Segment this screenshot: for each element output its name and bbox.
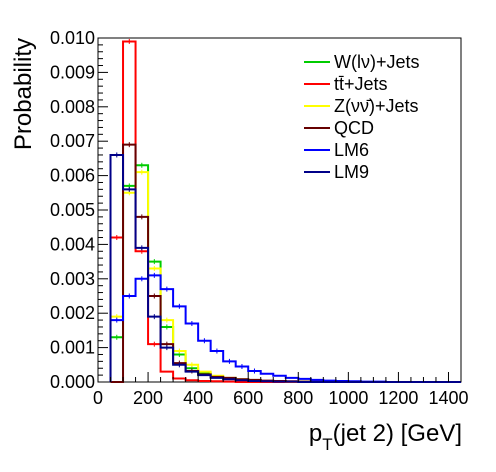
legend-label: tt̄+Jets <box>334 74 388 94</box>
x-tick-label: 200 <box>133 388 163 408</box>
y-axis-label: Probability <box>10 38 37 150</box>
y-tick-label: 0.009 <box>50 62 95 82</box>
x-tick-label: 1200 <box>378 388 418 408</box>
x-tick-label: 0 <box>93 388 103 408</box>
histogram-line-4 <box>109 274 461 383</box>
y-tick-label: 0.003 <box>50 269 95 289</box>
y-tick-label: 0.000 <box>50 372 95 392</box>
histogram-line-5 <box>109 153 461 383</box>
x-tick-label: 400 <box>183 388 213 408</box>
y-tick-label: 0.008 <box>50 97 95 117</box>
histogram-line-2 <box>109 171 461 383</box>
histogram-line-3 <box>110 143 461 383</box>
x-axis-label-main: p <box>309 420 322 447</box>
y-tick-label: 0.002 <box>50 303 95 323</box>
legend-label: LM9 <box>334 162 369 182</box>
x-axis-label: pT(jet 2) [GeV] <box>309 420 462 454</box>
x-tick-label: 600 <box>233 388 263 408</box>
y-tick-label: 0.007 <box>50 131 95 151</box>
legend-label: Z(νν̄)+Jets <box>334 96 419 116</box>
legend-label: LM6 <box>334 140 369 160</box>
axis-frame-layer <box>97 37 462 383</box>
y-tick-label: 0.006 <box>50 166 95 186</box>
histogram-line-1 <box>109 40 461 383</box>
x-tick-label: 1000 <box>328 388 368 408</box>
x-axis-label-rest: (jet 2) [GeV] <box>333 420 462 447</box>
y-tick-label: 0.005 <box>50 200 95 220</box>
legend-label: W(lν)+Jets <box>334 52 420 72</box>
x-tick-label: 800 <box>283 388 313 408</box>
y-tick-label: 0.004 <box>50 234 95 254</box>
x-axis-label-subscript: T <box>322 435 332 454</box>
plot-frame <box>97 37 462 383</box>
y-tick-label: 0.001 <box>50 338 95 358</box>
ticks-layer: 0 200 400 600 800 1000 1200 1400 0.000 0.001 0.002… <box>50 28 469 408</box>
histogram-line-0 <box>109 164 461 383</box>
series-layer <box>109 38 461 383</box>
x-tick-label: 1400 <box>428 388 468 408</box>
y-tick-label: 0.010 <box>50 28 95 48</box>
legend-label: QCD <box>334 118 374 138</box>
